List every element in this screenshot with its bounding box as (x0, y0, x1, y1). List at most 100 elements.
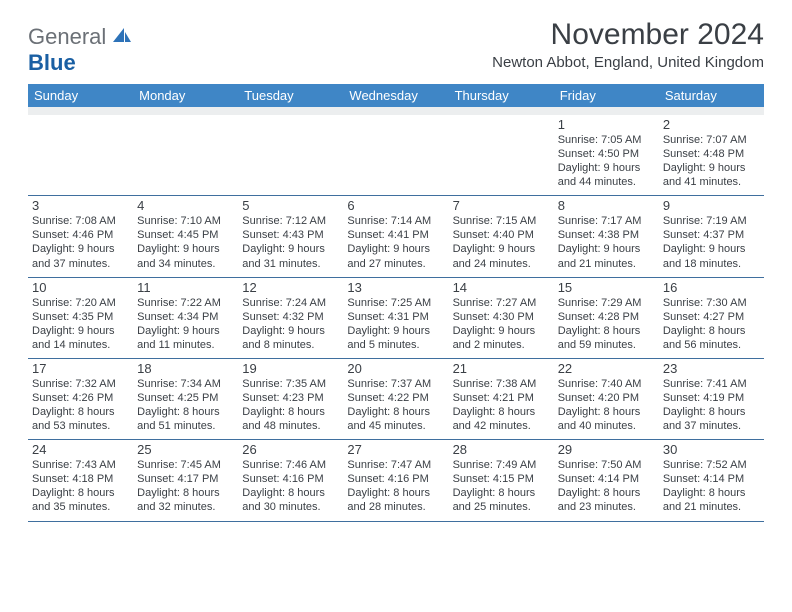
day-cell: 30Sunrise: 7:52 AM Sunset: 4:14 PM Dayli… (659, 440, 764, 520)
day-cell: 6Sunrise: 7:14 AM Sunset: 4:41 PM Daylig… (343, 196, 448, 276)
week-divider (28, 521, 764, 522)
day-details: Sunrise: 7:35 AM Sunset: 4:23 PM Dayligh… (242, 377, 339, 433)
day-details: Sunrise: 7:29 AM Sunset: 4:28 PM Dayligh… (558, 296, 655, 352)
day-number: 3 (32, 198, 129, 213)
day-number: 8 (558, 198, 655, 213)
month-title: November 2024 (492, 18, 764, 52)
week-row: 24Sunrise: 7:43 AM Sunset: 4:18 PM Dayli… (28, 440, 764, 520)
day-cell: 17Sunrise: 7:32 AM Sunset: 4:26 PM Dayli… (28, 359, 133, 439)
day-details: Sunrise: 7:47 AM Sunset: 4:16 PM Dayligh… (347, 458, 444, 514)
day-cell: 3Sunrise: 7:08 AM Sunset: 4:46 PM Daylig… (28, 196, 133, 276)
day-cell: 8Sunrise: 7:17 AM Sunset: 4:38 PM Daylig… (554, 196, 659, 276)
day-cell (343, 115, 448, 195)
day-number: 5 (242, 198, 339, 213)
day-number: 9 (663, 198, 760, 213)
day-number: 30 (663, 442, 760, 457)
day-number: 28 (453, 442, 550, 457)
logo-text-gray: General (28, 24, 106, 49)
weekday-header: Wednesday (343, 84, 448, 107)
day-details: Sunrise: 7:27 AM Sunset: 4:30 PM Dayligh… (453, 296, 550, 352)
day-cell: 14Sunrise: 7:27 AM Sunset: 4:30 PM Dayli… (449, 278, 554, 358)
day-cell: 27Sunrise: 7:47 AM Sunset: 4:16 PM Dayli… (343, 440, 448, 520)
day-cell: 24Sunrise: 7:43 AM Sunset: 4:18 PM Dayli… (28, 440, 133, 520)
day-details: Sunrise: 7:37 AM Sunset: 4:22 PM Dayligh… (347, 377, 444, 433)
day-number: 15 (558, 280, 655, 295)
day-number: 20 (347, 361, 444, 376)
day-details: Sunrise: 7:22 AM Sunset: 4:34 PM Dayligh… (137, 296, 234, 352)
day-details: Sunrise: 7:24 AM Sunset: 4:32 PM Dayligh… (242, 296, 339, 352)
week-row: 10Sunrise: 7:20 AM Sunset: 4:35 PM Dayli… (28, 278, 764, 358)
weekday-header: Friday (554, 84, 659, 107)
day-number: 16 (663, 280, 760, 295)
day-cell: 23Sunrise: 7:41 AM Sunset: 4:19 PM Dayli… (659, 359, 764, 439)
day-cell: 7Sunrise: 7:15 AM Sunset: 4:40 PM Daylig… (449, 196, 554, 276)
day-number: 2 (663, 117, 760, 132)
day-details: Sunrise: 7:15 AM Sunset: 4:40 PM Dayligh… (453, 214, 550, 270)
day-cell (133, 115, 238, 195)
header-spacer (28, 107, 764, 115)
day-cell (449, 115, 554, 195)
day-details: Sunrise: 7:46 AM Sunset: 4:16 PM Dayligh… (242, 458, 339, 514)
day-details: Sunrise: 7:49 AM Sunset: 4:15 PM Dayligh… (453, 458, 550, 514)
day-number: 26 (242, 442, 339, 457)
day-details: Sunrise: 7:41 AM Sunset: 4:19 PM Dayligh… (663, 377, 760, 433)
day-cell: 15Sunrise: 7:29 AM Sunset: 4:28 PM Dayli… (554, 278, 659, 358)
day-details: Sunrise: 7:10 AM Sunset: 4:45 PM Dayligh… (137, 214, 234, 270)
day-number: 24 (32, 442, 129, 457)
sail-icon (113, 28, 131, 42)
day-cell: 21Sunrise: 7:38 AM Sunset: 4:21 PM Dayli… (449, 359, 554, 439)
day-number: 27 (347, 442, 444, 457)
day-details: Sunrise: 7:34 AM Sunset: 4:25 PM Dayligh… (137, 377, 234, 433)
day-details: Sunrise: 7:14 AM Sunset: 4:41 PM Dayligh… (347, 214, 444, 270)
day-number: 10 (32, 280, 129, 295)
day-cell: 2Sunrise: 7:07 AM Sunset: 4:48 PM Daylig… (659, 115, 764, 195)
day-details: Sunrise: 7:17 AM Sunset: 4:38 PM Dayligh… (558, 214, 655, 270)
day-number: 18 (137, 361, 234, 376)
day-cell: 19Sunrise: 7:35 AM Sunset: 4:23 PM Dayli… (238, 359, 343, 439)
day-details: Sunrise: 7:25 AM Sunset: 4:31 PM Dayligh… (347, 296, 444, 352)
day-cell (238, 115, 343, 195)
day-cell: 10Sunrise: 7:20 AM Sunset: 4:35 PM Dayli… (28, 278, 133, 358)
weekday-header: Tuesday (238, 84, 343, 107)
day-cell (28, 115, 133, 195)
day-number: 13 (347, 280, 444, 295)
day-details: Sunrise: 7:30 AM Sunset: 4:27 PM Dayligh… (663, 296, 760, 352)
location: Newton Abbot, England, United Kingdom (492, 54, 764, 71)
day-details: Sunrise: 7:08 AM Sunset: 4:46 PM Dayligh… (32, 214, 129, 270)
day-cell: 29Sunrise: 7:50 AM Sunset: 4:14 PM Dayli… (554, 440, 659, 520)
day-cell: 5Sunrise: 7:12 AM Sunset: 4:43 PM Daylig… (238, 196, 343, 276)
day-details: Sunrise: 7:05 AM Sunset: 4:50 PM Dayligh… (558, 133, 655, 189)
day-number: 21 (453, 361, 550, 376)
day-cell: 20Sunrise: 7:37 AM Sunset: 4:22 PM Dayli… (343, 359, 448, 439)
day-cell: 9Sunrise: 7:19 AM Sunset: 4:37 PM Daylig… (659, 196, 764, 276)
day-number: 1 (558, 117, 655, 132)
day-details: Sunrise: 7:19 AM Sunset: 4:37 PM Dayligh… (663, 214, 760, 270)
day-cell: 1Sunrise: 7:05 AM Sunset: 4:50 PM Daylig… (554, 115, 659, 195)
day-details: Sunrise: 7:52 AM Sunset: 4:14 PM Dayligh… (663, 458, 760, 514)
day-number: 14 (453, 280, 550, 295)
day-cell: 12Sunrise: 7:24 AM Sunset: 4:32 PM Dayli… (238, 278, 343, 358)
title-block: November 2024 Newton Abbot, England, Uni… (492, 18, 764, 71)
day-number: 19 (242, 361, 339, 376)
day-number: 7 (453, 198, 550, 213)
day-cell: 4Sunrise: 7:10 AM Sunset: 4:45 PM Daylig… (133, 196, 238, 276)
day-details: Sunrise: 7:45 AM Sunset: 4:17 PM Dayligh… (137, 458, 234, 514)
day-cell: 18Sunrise: 7:34 AM Sunset: 4:25 PM Dayli… (133, 359, 238, 439)
day-cell: 11Sunrise: 7:22 AM Sunset: 4:34 PM Dayli… (133, 278, 238, 358)
day-number: 25 (137, 442, 234, 457)
day-cell: 28Sunrise: 7:49 AM Sunset: 4:15 PM Dayli… (449, 440, 554, 520)
day-details: Sunrise: 7:38 AM Sunset: 4:21 PM Dayligh… (453, 377, 550, 433)
day-cell: 25Sunrise: 7:45 AM Sunset: 4:17 PM Dayli… (133, 440, 238, 520)
weekday-row: SundayMondayTuesdayWednesdayThursdayFrid… (28, 84, 764, 107)
day-cell: 26Sunrise: 7:46 AM Sunset: 4:16 PM Dayli… (238, 440, 343, 520)
logo: General Blue (28, 18, 131, 76)
calendar-header: SundayMondayTuesdayWednesdayThursdayFrid… (28, 84, 764, 107)
day-details: Sunrise: 7:50 AM Sunset: 4:14 PM Dayligh… (558, 458, 655, 514)
day-number: 11 (137, 280, 234, 295)
day-cell: 13Sunrise: 7:25 AM Sunset: 4:31 PM Dayli… (343, 278, 448, 358)
day-number: 6 (347, 198, 444, 213)
day-details: Sunrise: 7:40 AM Sunset: 4:20 PM Dayligh… (558, 377, 655, 433)
week-row: 3Sunrise: 7:08 AM Sunset: 4:46 PM Daylig… (28, 196, 764, 276)
day-number: 17 (32, 361, 129, 376)
day-number: 4 (137, 198, 234, 213)
